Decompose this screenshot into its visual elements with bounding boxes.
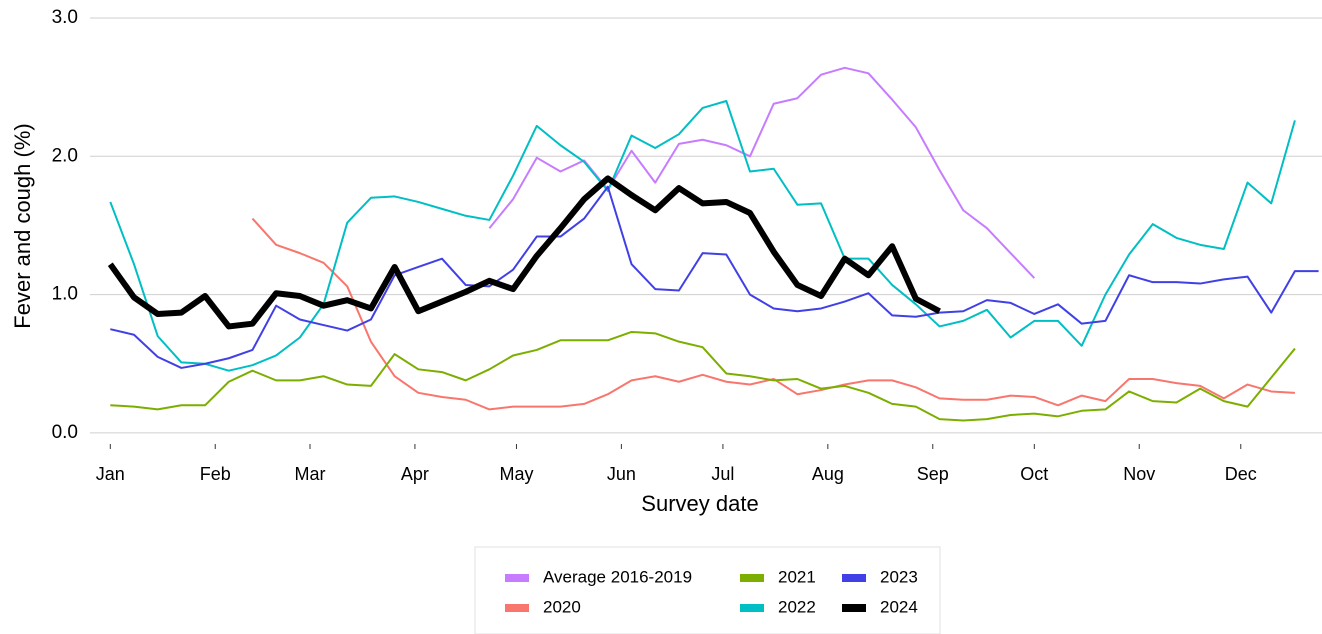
series-line [110, 185, 1319, 369]
x-tick-label: Jun [607, 464, 636, 484]
legend-label: 2024 [880, 597, 918, 616]
x-tick-label: Sep [917, 464, 949, 484]
x-tick-label: May [499, 464, 533, 484]
legend-label: 2020 [543, 597, 581, 616]
legend-box [474, 546, 941, 634]
x-axis-label: Survey date [641, 491, 758, 516]
x-tick-label: Oct [1020, 464, 1048, 484]
x-tick-label: Jan [96, 464, 125, 484]
legend-label: 2021 [778, 567, 816, 586]
legend-label: Average 2016-2019 [543, 567, 692, 586]
series-line [109, 99, 1296, 372]
series-line [251, 217, 1295, 411]
x-tick-label: Feb [200, 464, 231, 484]
x-tick-label: Dec [1225, 464, 1257, 484]
x-tick-label: Aug [812, 464, 844, 484]
y-axis-label: Fever and cough (%) [10, 123, 35, 328]
x-tick-label: Mar [295, 464, 326, 484]
y-tick-label: 0.0 [52, 422, 78, 443]
x-tick-label: Jul [711, 464, 734, 484]
y-tick-label: 1.0 [52, 284, 78, 305]
y-tick-label: 2.0 [52, 145, 78, 166]
legend-label: 2022 [778, 597, 816, 616]
y-tick-label: 3.0 [52, 7, 78, 28]
x-tick-label: Nov [1123, 464, 1155, 484]
series-line [110, 330, 1296, 422]
legend-label: 2023 [880, 567, 918, 586]
series-line [107, 175, 941, 330]
series-line [488, 66, 1036, 279]
x-tick-label: Apr [401, 464, 429, 484]
